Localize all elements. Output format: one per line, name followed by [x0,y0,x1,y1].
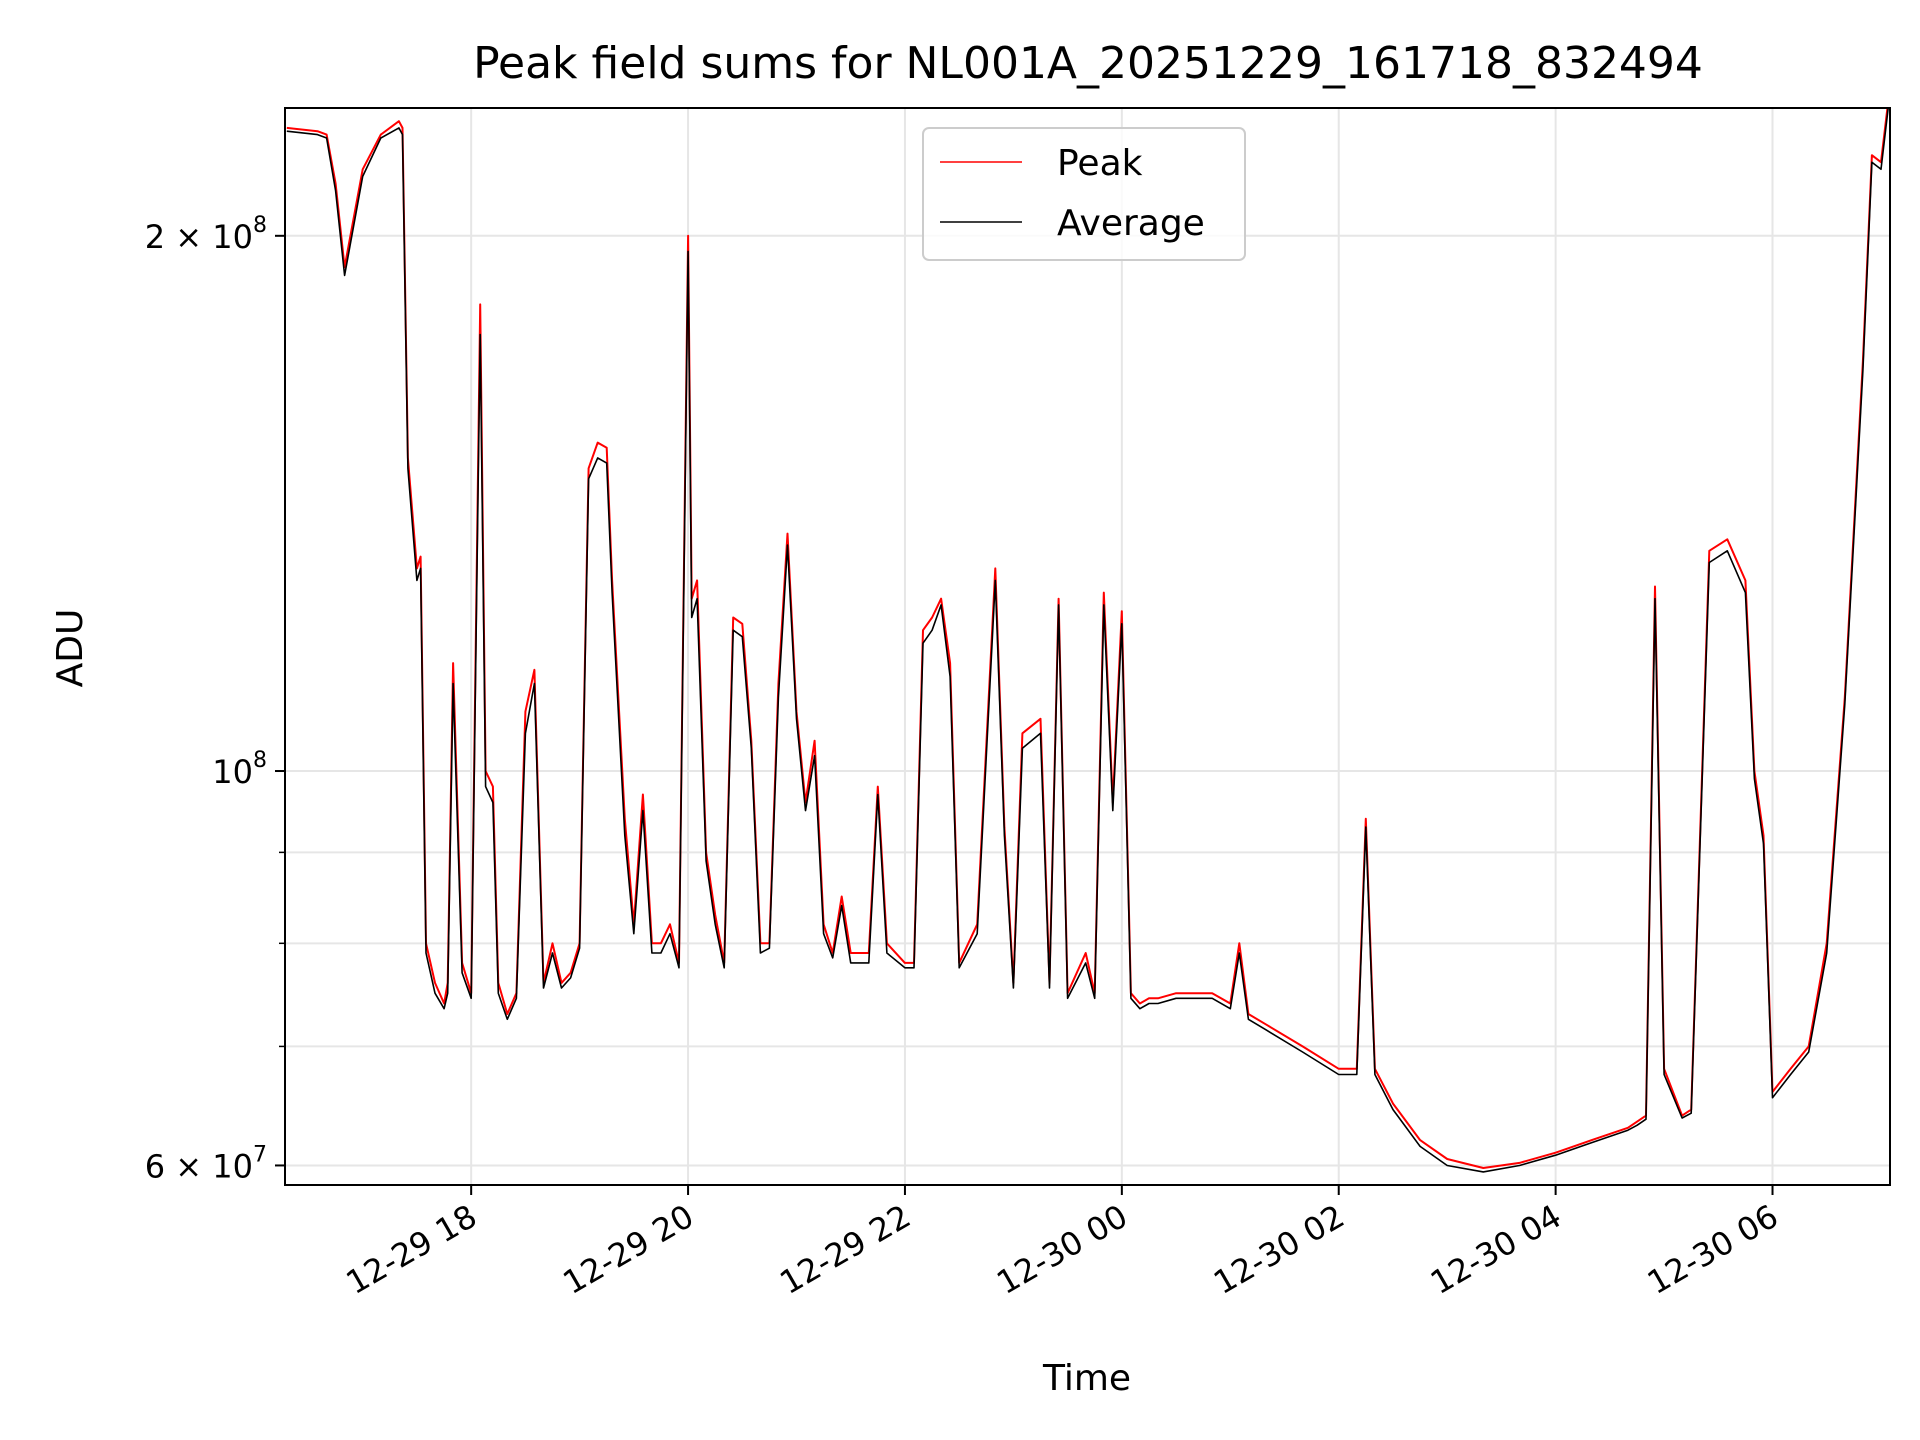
legend: Peak Average [922,127,1246,261]
chart-title: Peak field sums for NL001A_20251229_1617… [473,38,1703,89]
x-axis-label: Time [1042,1358,1131,1399]
series-layer [286,108,1889,1173]
y-tick-label: 6 × 107 [145,1142,267,1185]
legend-box [922,127,1246,261]
y-axis-ticks: 6 × 107 108 2 × 108 [145,213,285,1185]
legend-label-average: Average [1057,203,1205,244]
y-tick-label: 108 [212,748,267,791]
y-axis-label: ADU [50,609,91,688]
legend-label-peak: Peak [1057,143,1143,184]
series-line-average [286,108,1889,1173]
y-tick-label: 2 × 108 [145,213,267,256]
plot-frame [284,107,1891,1186]
